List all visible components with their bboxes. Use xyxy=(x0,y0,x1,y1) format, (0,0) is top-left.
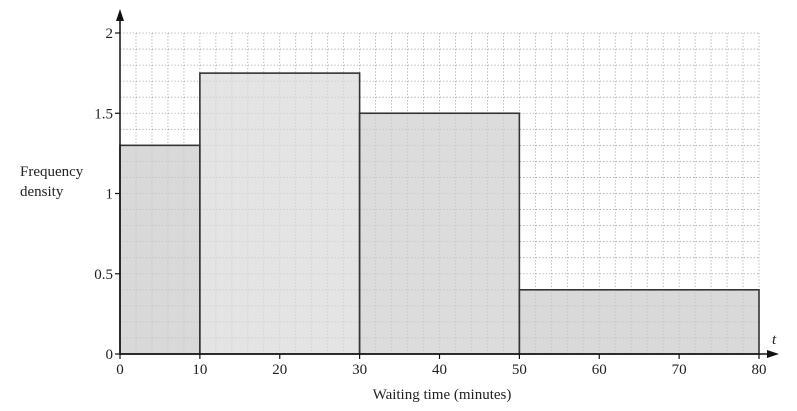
histogram-bars xyxy=(119,72,760,355)
histogram-bar xyxy=(518,288,760,355)
x-tick-label: 50 xyxy=(512,362,527,378)
axes xyxy=(116,9,779,358)
y-tick-label: 0.5 xyxy=(94,267,113,283)
x-tick-label: 60 xyxy=(592,362,607,378)
axis-ticks xyxy=(115,32,760,359)
y-tick-label: 1 xyxy=(106,187,114,203)
y-tick-label: 1.5 xyxy=(94,106,113,122)
y-axis-title-line-1: Frequency xyxy=(20,164,84,180)
x-tick-label: 10 xyxy=(192,362,207,378)
x-tick-label: 70 xyxy=(672,362,687,378)
y-axis-arrow-icon xyxy=(116,9,124,21)
histogram-bar xyxy=(358,112,521,355)
histogram-bar xyxy=(199,72,361,355)
y-axis-title-line-2: density xyxy=(20,184,64,200)
x-tick-label: 40 xyxy=(432,362,447,378)
y-tick-label: 2 xyxy=(106,26,114,42)
histogram-bar xyxy=(119,144,201,355)
x-axis-variable-label: t xyxy=(772,332,777,348)
x-axis-arrow-icon xyxy=(767,350,779,358)
x-tick-label: 0 xyxy=(116,362,124,378)
tick-labels: 0 10 20 30 40 50 60 70 80 0 0.5 1 1.5 2 xyxy=(94,26,766,378)
x-axis-title: Waiting time (minutes) xyxy=(373,387,512,403)
x-tick-label: 80 xyxy=(752,362,767,378)
y-tick-label: 0 xyxy=(106,347,114,363)
x-tick-label: 30 xyxy=(352,362,367,378)
x-tick-label: 20 xyxy=(272,362,287,378)
